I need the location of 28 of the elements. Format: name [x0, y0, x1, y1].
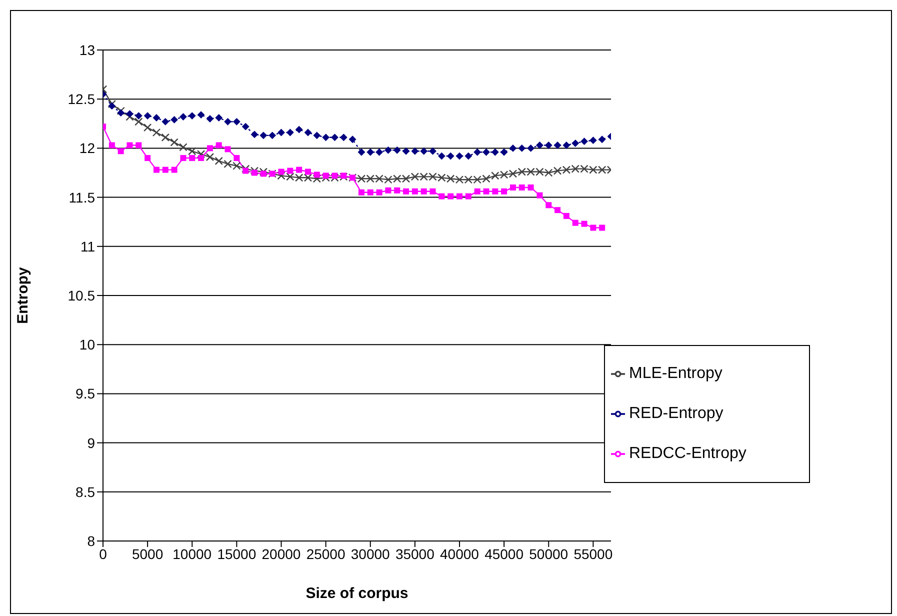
- y-axis-title: Entropy: [14, 266, 32, 324]
- x-tick-label: 30000: [350, 546, 390, 562]
- y-tick-label: 13: [79, 42, 96, 58]
- y-tick-label: 12: [79, 140, 96, 156]
- y-tick-label: 9.5: [76, 386, 96, 402]
- y-tick-label: 11: [80, 238, 96, 254]
- x-tick-label: 40000: [440, 546, 480, 562]
- legend-label: RED-Entropy: [629, 405, 724, 422]
- legend-label: MLE-Entropy: [629, 365, 722, 382]
- x-tick-label: 50000: [529, 546, 568, 562]
- x-tick-label: 55000: [574, 546, 613, 562]
- x-tick-label: 20000: [262, 546, 301, 562]
- y-tick-label: 10.5: [68, 287, 96, 304]
- y-tick-label: 11.5: [68, 189, 96, 206]
- x-tick-label: 45000: [484, 546, 524, 562]
- y-tick-label: 12.5: [68, 91, 96, 108]
- x-axis-title: Size of corpus: [306, 585, 408, 602]
- x-tick-label: 35000: [395, 546, 435, 562]
- x-tick-label: 0: [99, 546, 108, 562]
- y-tick-label: 10: [79, 336, 96, 353]
- legend-label: REDCC-Entropy: [629, 445, 746, 462]
- x-tick-label: 10000: [172, 546, 212, 562]
- x-tick-label: 25000: [306, 546, 346, 562]
- x-tick-label: 5000: [132, 546, 164, 562]
- x-tick-label: 15000: [217, 546, 256, 562]
- y-tick-label: 8: [87, 532, 96, 549]
- y-tick-label: 8.5: [76, 484, 96, 500]
- y-tick-label: 9: [87, 434, 96, 451]
